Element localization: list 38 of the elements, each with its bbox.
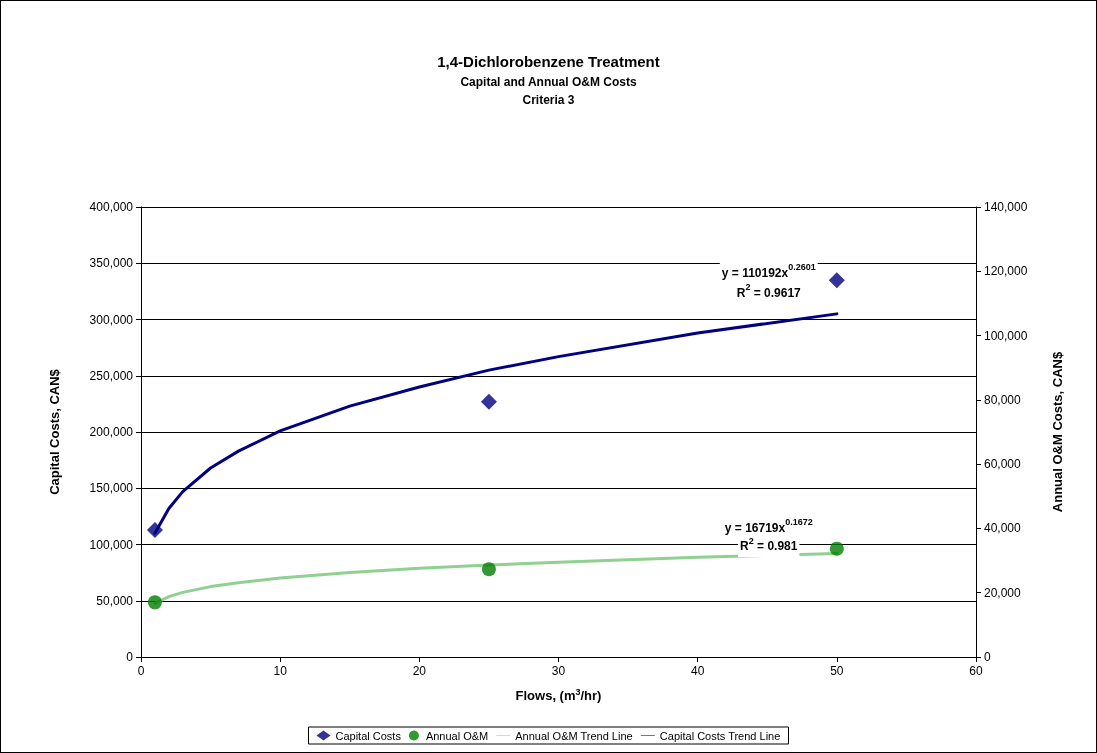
x-tick-label: 50 <box>830 664 844 678</box>
y2-tick-label: 20,000 <box>984 585 1022 600</box>
y2-tick-label: 120,000 <box>984 264 1028 279</box>
x-tick-label: 30 <box>551 664 566 678</box>
point <box>828 272 845 289</box>
x-tick-label: 0 <box>137 664 145 678</box>
y-tick-label: 200,000 <box>89 425 134 439</box>
y2-tick-label: 40,000 <box>984 521 1022 536</box>
y2-axis-title: Annual O&M Costs, CAN$ <box>1050 351 1065 513</box>
y-axis-title: Capital Costs, CAN$ <box>47 368 62 495</box>
y2-tick-label: 140,000 <box>984 200 1028 214</box>
y-tick-label: 350,000 <box>89 256 134 271</box>
y-tick-label: 400,000 <box>89 200 134 214</box>
y2-tick-label: 0 <box>984 650 991 664</box>
y-tick-label: 0 <box>126 650 134 664</box>
y-tick-label: 300,000 <box>89 312 134 327</box>
point <box>146 521 163 538</box>
chart-title: 1,4-Dichlorobenzene Treatment <box>437 53 660 70</box>
y2-tick-label: 60,000 <box>984 457 1022 472</box>
point <box>829 541 844 556</box>
y2-tick-label: 80,000 <box>984 392 1022 407</box>
x-tick-label: 60 <box>969 664 983 678</box>
y-tick-label: 150,000 <box>89 481 134 496</box>
y-tick-label: 250,000 <box>89 368 134 383</box>
y-tick-label: 100,000 <box>89 537 134 552</box>
x-tick-label: 40 <box>690 664 705 678</box>
legend-label: Annual O&M <box>425 729 489 742</box>
legend-label: Capital Costs Trend Line <box>659 729 781 742</box>
point <box>147 595 162 610</box>
point <box>480 393 497 410</box>
chart-subtitle: Capital and Annual O&M Costs Criteria 3 <box>460 75 637 107</box>
legend-label: Annual O&M Trend Line <box>515 729 633 742</box>
x-tick-label: 20 <box>412 664 427 678</box>
y-tick-label: 50,000 <box>96 593 134 608</box>
x-tick-label: 10 <box>273 664 288 678</box>
point <box>481 562 496 577</box>
y2-tick-label: 100,000 <box>984 328 1028 343</box>
legend-label: Capital Costs <box>335 729 402 742</box>
